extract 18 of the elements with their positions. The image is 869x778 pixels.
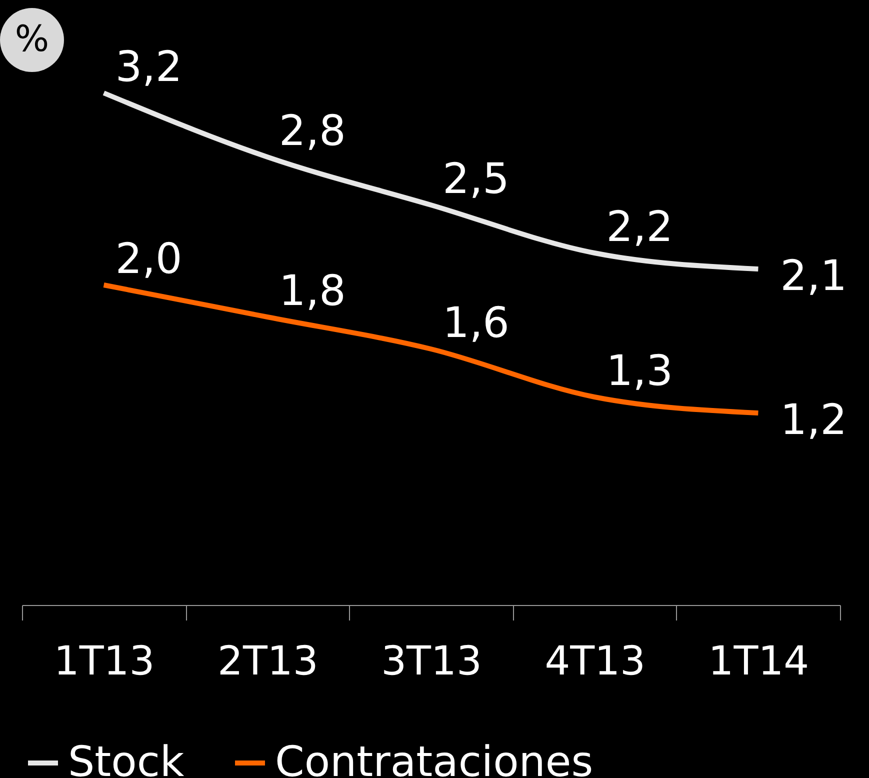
- legend-label: Stock: [68, 737, 185, 778]
- data-label: 1,8: [279, 266, 346, 315]
- data-label: 2,2: [606, 202, 673, 251]
- data-label: 2,8: [279, 106, 346, 155]
- text: %: [0, 8, 64, 72]
- data-label: 3,2: [115, 42, 182, 91]
- data-label: 2,0: [115, 234, 182, 283]
- x-tick-label: 3T13: [381, 638, 482, 684]
- x-tick-label: 4T13: [544, 638, 646, 684]
- data-label: 2,5: [442, 154, 510, 203]
- legend-label: Contrataciones: [275, 737, 594, 778]
- data-label: 1,3: [606, 346, 673, 395]
- x-tick-label: 1T14: [708, 638, 810, 684]
- x-tick-label: 1T13: [54, 638, 155, 684]
- data-label: 1,2: [780, 395, 847, 444]
- x-tick-label: 2T13: [218, 638, 318, 684]
- data-label: 1,6: [442, 298, 510, 347]
- data-label: 2,1: [780, 251, 847, 300]
